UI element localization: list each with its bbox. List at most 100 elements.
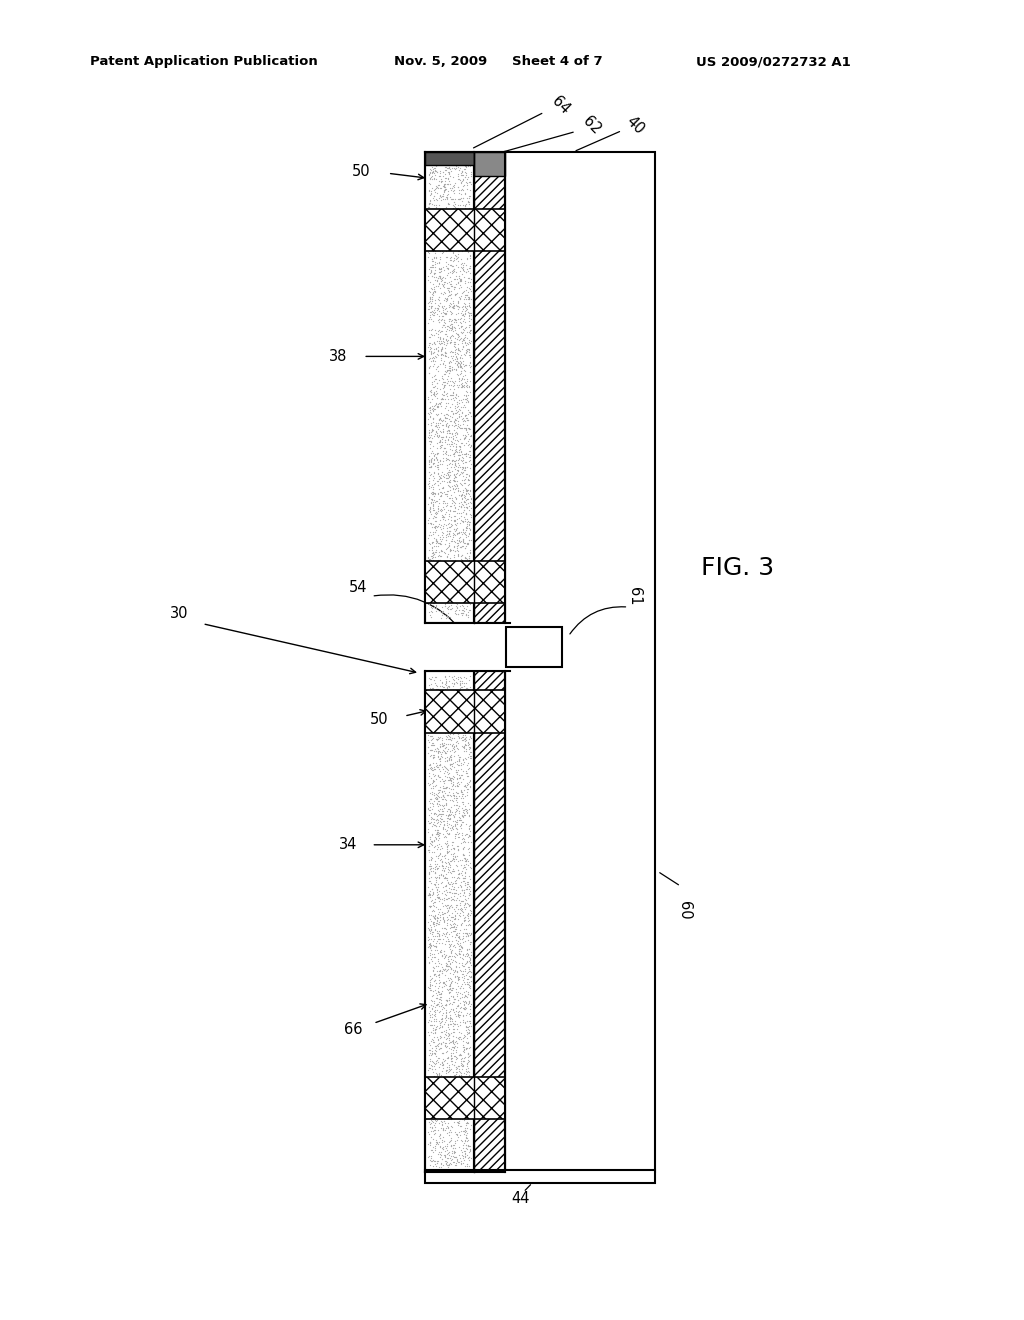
- Point: [438, 701, 455, 722]
- Point: [460, 220, 476, 242]
- Point: [444, 523, 461, 544]
- Point: [455, 899, 471, 920]
- Point: [434, 507, 451, 528]
- Point: [433, 733, 450, 754]
- Point: [424, 286, 440, 308]
- Point: [422, 380, 438, 401]
- Point: [427, 787, 443, 808]
- Point: [451, 1072, 467, 1093]
- Point: [440, 1156, 457, 1177]
- Point: [437, 964, 454, 985]
- Point: [443, 1107, 460, 1129]
- Point: [454, 375, 470, 396]
- Point: [439, 286, 456, 308]
- Point: [463, 319, 479, 341]
- Point: [433, 257, 450, 279]
- Point: [443, 457, 460, 478]
- Point: [447, 230, 464, 251]
- Point: [461, 1156, 477, 1177]
- Point: [447, 466, 464, 487]
- Point: [460, 974, 476, 995]
- Point: [453, 920, 469, 941]
- Point: [454, 735, 470, 756]
- Point: [452, 766, 468, 787]
- Point: [456, 1109, 472, 1130]
- Point: [429, 532, 445, 553]
- Point: [422, 974, 438, 995]
- Point: [444, 970, 461, 991]
- Point: [440, 157, 457, 178]
- Point: [446, 1038, 463, 1059]
- Point: [459, 480, 475, 502]
- Point: [428, 697, 444, 718]
- Point: [447, 982, 464, 1003]
- Point: [438, 818, 455, 840]
- Point: [459, 162, 475, 183]
- Point: [462, 247, 478, 268]
- Point: [425, 772, 441, 793]
- Point: [437, 1049, 454, 1071]
- Point: [422, 758, 438, 779]
- Point: [459, 1053, 475, 1074]
- Point: [423, 234, 439, 255]
- Point: [432, 1032, 449, 1053]
- Point: [445, 737, 462, 758]
- Point: [450, 239, 466, 260]
- Point: [444, 925, 461, 946]
- Point: [421, 462, 437, 483]
- Point: [461, 465, 477, 486]
- Point: [452, 473, 468, 494]
- Point: [438, 420, 455, 441]
- Point: [431, 952, 447, 973]
- Point: [461, 524, 477, 545]
- Point: [462, 586, 478, 607]
- Point: [429, 475, 445, 496]
- Point: [425, 692, 441, 713]
- Point: [454, 1140, 470, 1162]
- Point: [438, 529, 455, 550]
- Point: [455, 884, 471, 906]
- Point: [438, 1036, 455, 1057]
- Point: [447, 1131, 464, 1152]
- Point: [462, 581, 478, 602]
- Point: [426, 267, 442, 288]
- Point: [445, 682, 462, 704]
- Point: [423, 589, 439, 610]
- Point: [440, 933, 457, 954]
- Point: [459, 591, 475, 612]
- Point: [450, 247, 466, 268]
- Point: [446, 541, 463, 562]
- Point: [460, 602, 476, 623]
- Point: [433, 692, 450, 713]
- Point: [422, 260, 438, 281]
- Point: [443, 758, 460, 779]
- Point: [440, 1096, 457, 1117]
- Point: [436, 282, 453, 304]
- Point: [429, 498, 445, 519]
- Point: [436, 925, 453, 946]
- Point: [451, 1015, 467, 1036]
- Point: [454, 912, 470, 933]
- Point: [437, 1152, 454, 1173]
- Point: [440, 781, 457, 803]
- Point: [422, 719, 438, 741]
- Point: [438, 564, 455, 585]
- Point: [463, 832, 479, 853]
- Point: [441, 817, 458, 838]
- Point: [424, 696, 440, 717]
- Point: [430, 1142, 446, 1163]
- Point: [421, 1092, 437, 1113]
- Point: [439, 257, 456, 279]
- Point: [423, 455, 439, 477]
- Point: [425, 207, 441, 228]
- Point: [435, 857, 452, 878]
- Point: [433, 1154, 450, 1175]
- Point: [460, 752, 476, 774]
- Point: [424, 857, 440, 878]
- Point: [441, 436, 458, 457]
- Point: [444, 1138, 461, 1159]
- Point: [439, 841, 456, 862]
- Point: [427, 803, 443, 824]
- Point: [421, 507, 437, 528]
- Point: [438, 727, 455, 748]
